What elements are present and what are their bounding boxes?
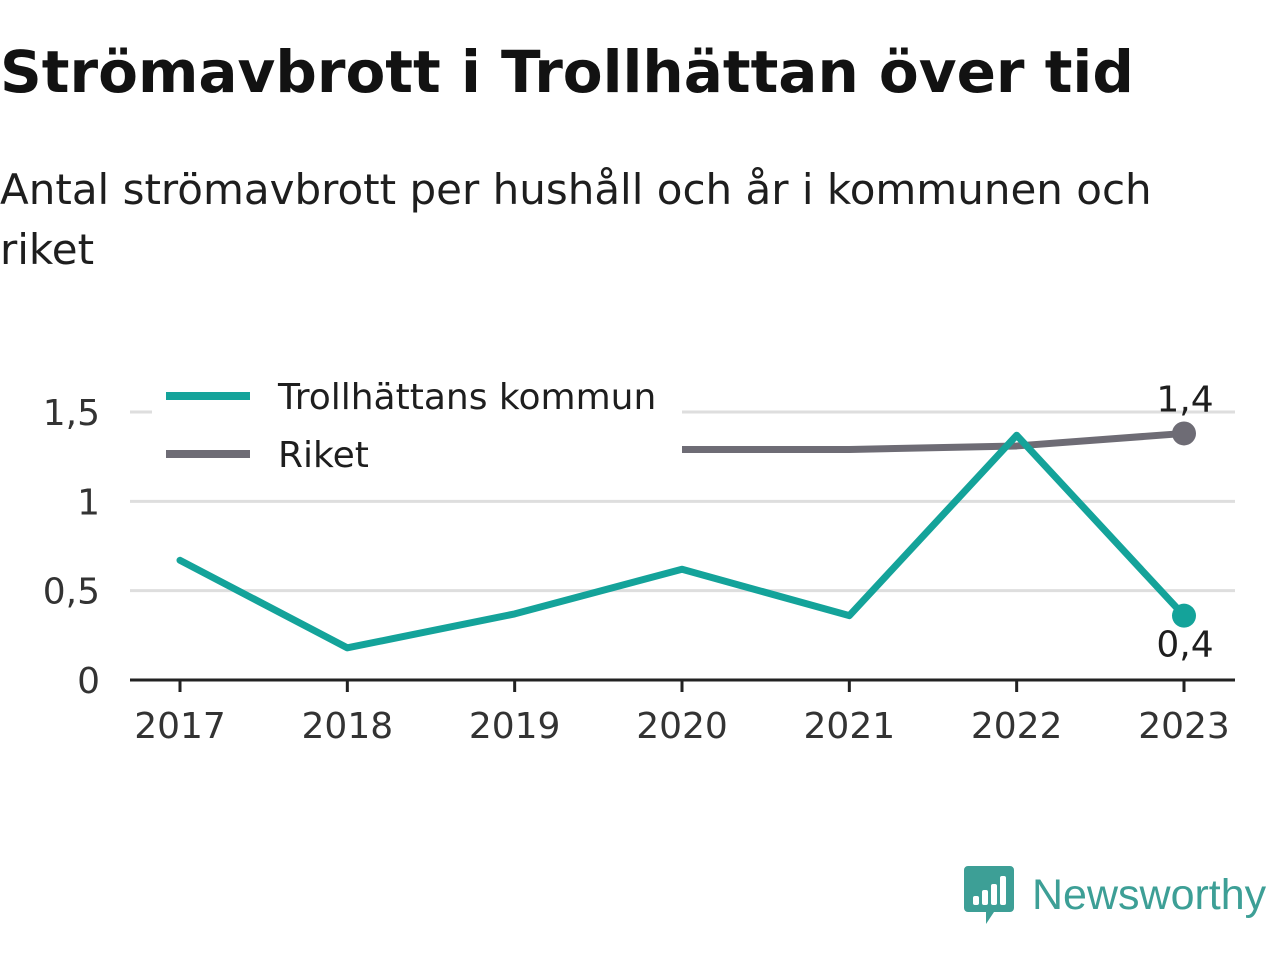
x-tick-label: 2021 bbox=[804, 706, 896, 747]
x-tick-label: 2022 bbox=[971, 706, 1063, 747]
x-tick-label: 2023 bbox=[1138, 706, 1230, 747]
axes: 0 0,5 1 1,5 2017 2018 2019 2020 2021 2022 2023 bbox=[43, 393, 1235, 747]
x-tick-label: 2019 bbox=[469, 706, 561, 747]
y-tick-label: 0,5 bbox=[43, 572, 100, 613]
kommun-line bbox=[176, 431, 1188, 652]
legend-label-riket: Riket bbox=[278, 435, 369, 476]
chart-title: Strömavbrott i Trollhättan över tid bbox=[0, 38, 1134, 106]
kommun-end-marker bbox=[1172, 603, 1196, 628]
x-tick-label: 2020 bbox=[636, 706, 728, 747]
y-tick-label: 1 bbox=[77, 482, 100, 523]
newsworthy-logo-icon bbox=[964, 866, 1014, 924]
legend-background bbox=[152, 366, 682, 478]
x-tick-label: 2018 bbox=[302, 706, 394, 747]
legend: Trollhättans kommun Riket bbox=[152, 366, 682, 478]
x-tick-label: 2017 bbox=[134, 706, 226, 747]
legend-label-kommun: Trollhättans kommun bbox=[277, 377, 656, 418]
y-tick-label: 1,5 bbox=[43, 393, 100, 434]
riket-line bbox=[678, 429, 1188, 454]
y-tick-label: 0 bbox=[77, 661, 100, 702]
chart-subtitle: Antal strömavbrott per hushåll och år i … bbox=[0, 165, 1152, 274]
brand-logo: Newsworthy bbox=[964, 866, 1266, 924]
kommun-end-label: 0,4 bbox=[1156, 625, 1213, 666]
riket-end-label: 1,4 bbox=[1156, 379, 1213, 420]
riket-end-marker bbox=[1172, 421, 1196, 446]
data-labels: 1,4 0,4 bbox=[1156, 379, 1213, 665]
brand-name: Newsworthy bbox=[1032, 870, 1267, 919]
